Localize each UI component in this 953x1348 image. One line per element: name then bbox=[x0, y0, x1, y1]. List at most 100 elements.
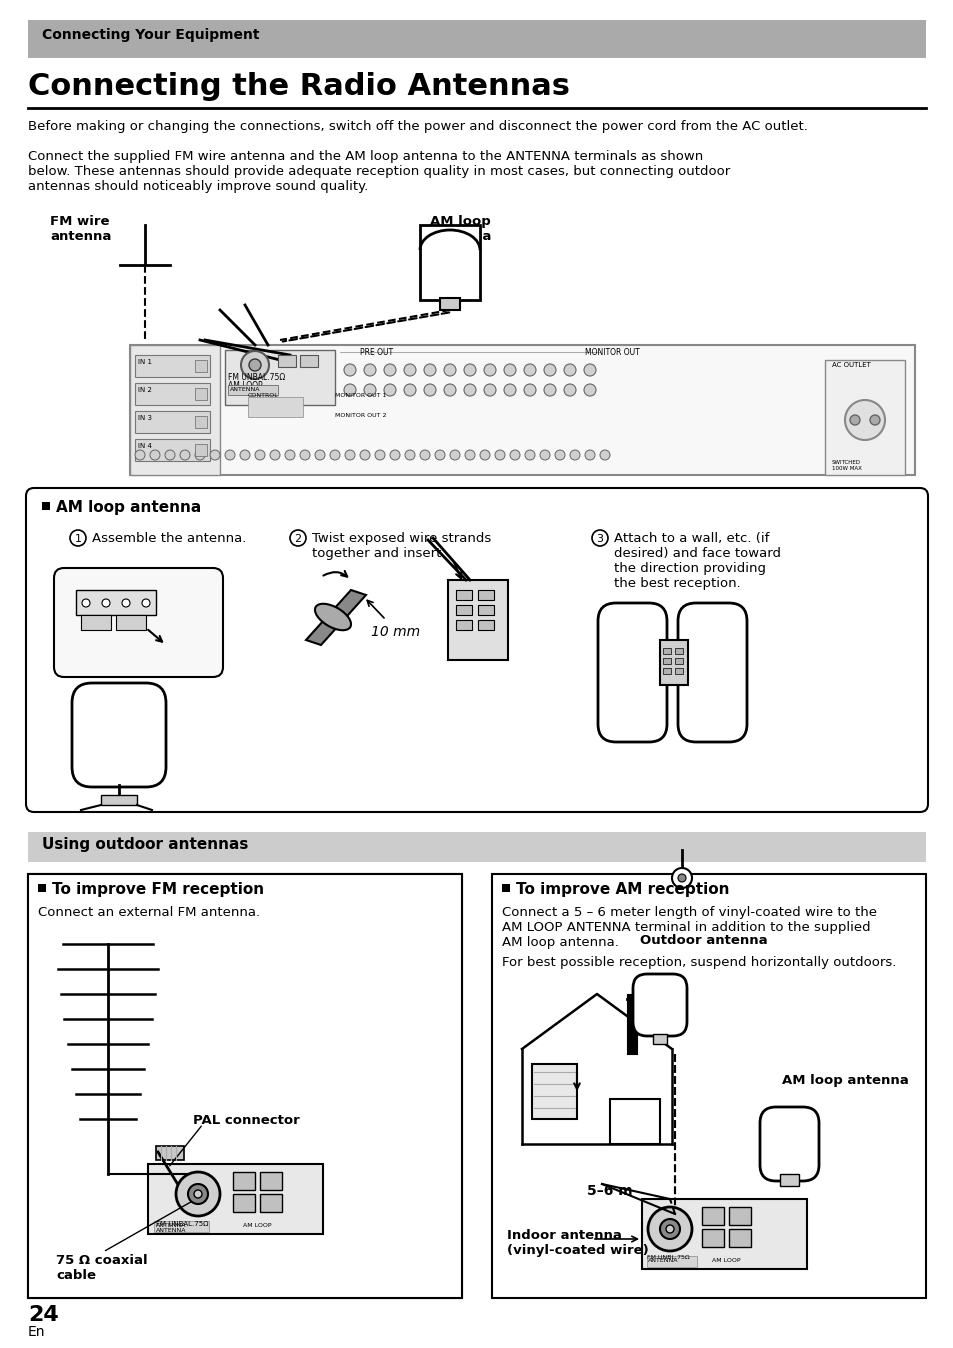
Circle shape bbox=[419, 450, 430, 460]
Bar bbox=[456, 590, 472, 600]
Text: MONITOR OUT: MONITOR OUT bbox=[584, 348, 639, 357]
Bar bbox=[81, 615, 111, 630]
Circle shape bbox=[285, 450, 294, 460]
Bar bbox=[28, 832, 925, 861]
Text: 3: 3 bbox=[596, 534, 603, 545]
Circle shape bbox=[344, 364, 355, 376]
Circle shape bbox=[142, 599, 150, 607]
Bar bbox=[477, 590, 494, 600]
Text: ANTENNA: ANTENNA bbox=[647, 1258, 678, 1263]
Circle shape bbox=[384, 384, 395, 396]
Text: Indoor antenna
(vinyl-coated wire): Indoor antenna (vinyl-coated wire) bbox=[506, 1229, 648, 1256]
Bar bbox=[824, 360, 904, 474]
FancyBboxPatch shape bbox=[760, 1107, 818, 1181]
Bar bbox=[780, 1174, 799, 1186]
Bar bbox=[248, 398, 303, 417]
Text: AM loop antenna: AM loop antenna bbox=[781, 1074, 908, 1086]
Text: IN 2: IN 2 bbox=[138, 387, 152, 394]
Circle shape bbox=[464, 450, 475, 460]
Circle shape bbox=[314, 450, 325, 460]
Circle shape bbox=[563, 384, 576, 396]
Circle shape bbox=[403, 364, 416, 376]
Circle shape bbox=[583, 384, 596, 396]
Text: AM LOOP: AM LOOP bbox=[228, 381, 262, 390]
Circle shape bbox=[665, 1225, 673, 1233]
Circle shape bbox=[254, 450, 265, 460]
Circle shape bbox=[479, 450, 490, 460]
Circle shape bbox=[423, 364, 436, 376]
Circle shape bbox=[423, 384, 436, 396]
Bar bbox=[153, 1221, 209, 1232]
Bar bbox=[439, 298, 459, 310]
Circle shape bbox=[869, 415, 879, 425]
Circle shape bbox=[584, 450, 595, 460]
Text: Using outdoor antennas: Using outdoor antennas bbox=[42, 837, 248, 852]
Bar bbox=[728, 1206, 750, 1225]
Bar bbox=[38, 884, 46, 892]
Text: Twist exposed wire strands
together and insert.: Twist exposed wire strands together and … bbox=[312, 532, 491, 559]
Bar bbox=[130, 345, 220, 474]
FancyBboxPatch shape bbox=[678, 603, 746, 741]
Circle shape bbox=[290, 530, 306, 546]
Text: Connecting Your Equipment: Connecting Your Equipment bbox=[42, 28, 259, 42]
Circle shape bbox=[647, 1206, 691, 1251]
Circle shape bbox=[364, 384, 375, 396]
Text: CONTROL: CONTROL bbox=[248, 394, 278, 398]
FancyBboxPatch shape bbox=[71, 683, 166, 787]
FancyBboxPatch shape bbox=[54, 568, 223, 677]
Bar bbox=[646, 1256, 697, 1267]
Text: PRE OUT: PRE OUT bbox=[359, 348, 393, 357]
Text: AC OUTLET: AC OUTLET bbox=[831, 363, 870, 368]
Circle shape bbox=[122, 599, 130, 607]
Text: Connect the supplied FM wire antenna and the AM loop antenna to the ANTENNA term: Connect the supplied FM wire antenna and… bbox=[28, 150, 702, 163]
FancyBboxPatch shape bbox=[598, 603, 666, 741]
Circle shape bbox=[523, 364, 536, 376]
Bar bbox=[675, 648, 682, 654]
Bar bbox=[662, 648, 670, 654]
Bar bbox=[194, 417, 207, 429]
Circle shape bbox=[403, 384, 416, 396]
Bar bbox=[233, 1171, 254, 1190]
Circle shape bbox=[330, 450, 339, 460]
Circle shape bbox=[359, 450, 370, 460]
Bar bbox=[641, 1198, 806, 1268]
Text: AM LOOP: AM LOOP bbox=[243, 1223, 272, 1228]
Bar bbox=[299, 355, 317, 367]
Circle shape bbox=[483, 384, 496, 396]
Bar bbox=[101, 795, 137, 805]
Text: IN 3: IN 3 bbox=[138, 415, 152, 421]
Bar bbox=[277, 355, 295, 367]
Bar bbox=[28, 874, 461, 1298]
Text: To improve FM reception: To improve FM reception bbox=[52, 882, 264, 896]
Bar bbox=[659, 640, 687, 685]
Circle shape bbox=[569, 450, 579, 460]
Circle shape bbox=[70, 530, 86, 546]
Circle shape bbox=[543, 364, 556, 376]
Bar bbox=[260, 1194, 282, 1212]
Text: Connecting the Radio Antennas: Connecting the Radio Antennas bbox=[28, 71, 569, 101]
Circle shape bbox=[435, 450, 444, 460]
Circle shape bbox=[592, 530, 607, 546]
Bar bbox=[28, 874, 461, 1298]
Text: FM wire
antenna: FM wire antenna bbox=[50, 214, 112, 243]
Text: AM LOOP ANTENNA terminal in addition to the supplied: AM LOOP ANTENNA terminal in addition to … bbox=[501, 921, 870, 934]
Bar bbox=[609, 1099, 659, 1144]
Circle shape bbox=[344, 384, 355, 396]
Bar bbox=[456, 620, 472, 630]
Bar bbox=[135, 383, 210, 404]
Circle shape bbox=[539, 450, 550, 460]
Circle shape bbox=[210, 450, 220, 460]
Bar bbox=[501, 884, 510, 892]
Bar bbox=[194, 360, 207, 372]
Circle shape bbox=[503, 364, 516, 376]
Text: 24: 24 bbox=[28, 1305, 59, 1325]
Text: Before making or changing the connections, switch off the power and disconnect t: Before making or changing the connection… bbox=[28, 120, 807, 133]
Text: 5–6 m: 5–6 m bbox=[586, 1184, 632, 1198]
Circle shape bbox=[443, 364, 456, 376]
Circle shape bbox=[524, 450, 535, 460]
Circle shape bbox=[299, 450, 310, 460]
Text: To improve AM reception: To improve AM reception bbox=[516, 882, 729, 896]
Bar bbox=[135, 355, 210, 377]
Text: ANTENNA: ANTENNA bbox=[156, 1228, 186, 1233]
Text: below. These antennas should provide adequate reception quality in most cases, b: below. These antennas should provide ade… bbox=[28, 164, 729, 178]
